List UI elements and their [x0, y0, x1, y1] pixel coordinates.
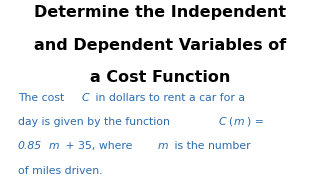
Text: + 35, where: + 35, where [62, 141, 136, 151]
Text: 0.85: 0.85 [18, 141, 42, 151]
Text: C: C [218, 117, 226, 127]
Text: m: m [158, 141, 168, 151]
Text: of miles driven.: of miles driven. [18, 166, 102, 176]
Text: is the number: is the number [172, 141, 251, 151]
Text: in dollars to rent a car for a: in dollars to rent a car for a [92, 93, 244, 103]
Text: The cost: The cost [18, 93, 67, 103]
Text: ) =: ) = [247, 117, 264, 127]
Text: C: C [82, 93, 89, 103]
Text: (: ( [228, 117, 232, 127]
Text: a Cost Function: a Cost Function [90, 70, 230, 85]
Text: m: m [233, 117, 244, 127]
Text: and Dependent Variables of: and Dependent Variables of [34, 38, 286, 53]
Text: m: m [49, 141, 59, 151]
Text: day is given by the function: day is given by the function [18, 117, 173, 127]
Text: Determine the Independent: Determine the Independent [34, 4, 286, 19]
